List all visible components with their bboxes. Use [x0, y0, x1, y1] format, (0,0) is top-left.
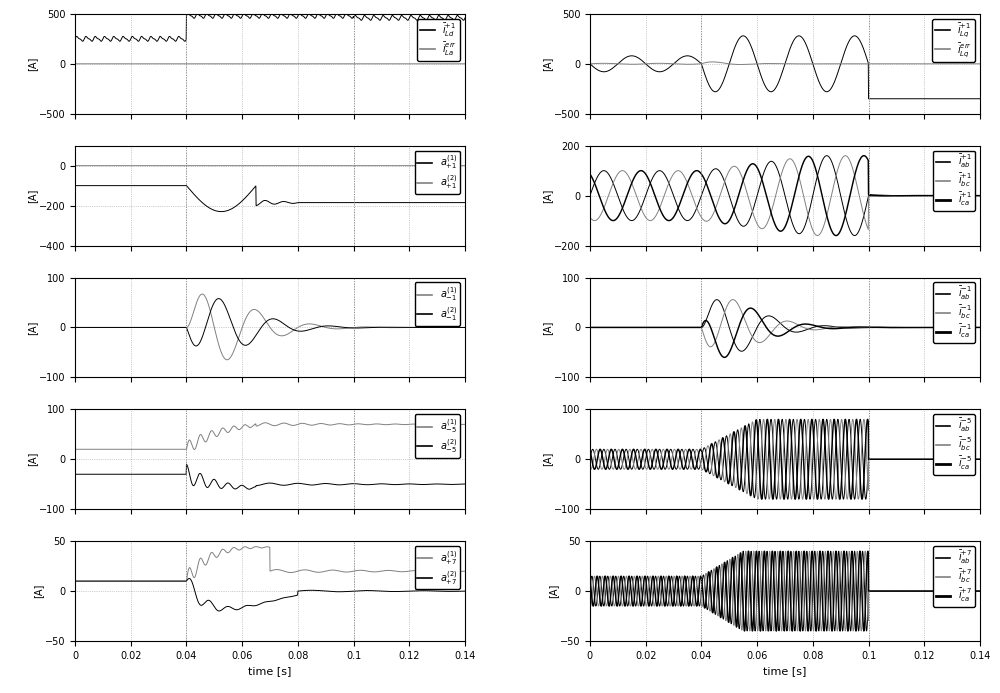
Y-axis label: [A]: [A] [548, 584, 558, 598]
Legend: $\bar{i}_{ab}^{-1}$, $\bar{i}_{bc}^{-1}$, $\bar{i}_{ca}^{-1}$: $\bar{i}_{ab}^{-1}$, $\bar{i}_{bc}^{-1}$… [933, 282, 975, 343]
Y-axis label: [A]: [A] [542, 320, 552, 335]
X-axis label: time [s]: time [s] [763, 666, 807, 676]
Y-axis label: [A]: [A] [33, 584, 43, 598]
Legend: $\bar{i}_{ab}^{+1}$, $\bar{i}_{bc}^{+1}$, $\bar{i}_{ca}^{+1}$: $\bar{i}_{ab}^{+1}$, $\bar{i}_{bc}^{+1}$… [933, 150, 975, 211]
Y-axis label: [A]: [A] [542, 452, 552, 466]
X-axis label: time [s]: time [s] [248, 666, 292, 676]
Legend: $\bar{i}_{Lq}^{+1}$, $\bar{i}_{Lq}^{err}$: $\bar{i}_{Lq}^{+1}$, $\bar{i}_{Lq}^{err}… [932, 19, 975, 62]
Legend: $\bar{i}_{Ld}^{+1}$, $\bar{i}_{La}^{err}$: $\bar{i}_{Ld}^{+1}$, $\bar{i}_{La}^{err}… [417, 19, 460, 60]
Legend: $a_{-5}^{(1)}$, $a_{-5}^{(2)}$: $a_{-5}^{(1)}$, $a_{-5}^{(2)}$ [415, 414, 460, 457]
Legend: $\bar{i}_{ab}^{-5}$, $\bar{i}_{bc}^{-5}$, $\bar{i}_{ca}^{-5}$: $\bar{i}_{ab}^{-5}$, $\bar{i}_{bc}^{-5}$… [933, 414, 975, 475]
Legend: $\bar{i}_{ab}^{+7}$, $\bar{i}_{bc}^{+7}$, $\bar{i}_{ca}^{+7}$: $\bar{i}_{ab}^{+7}$, $\bar{i}_{bc}^{+7}$… [933, 546, 975, 607]
Y-axis label: [A]: [A] [27, 188, 37, 203]
Y-axis label: [A]: [A] [542, 188, 552, 203]
Y-axis label: [A]: [A] [27, 57, 37, 71]
Y-axis label: [A]: [A] [27, 320, 37, 335]
Legend: $a_{-1}^{(1)}$, $a_{-1}^{(2)}$: $a_{-1}^{(1)}$, $a_{-1}^{(2)}$ [415, 282, 460, 326]
Y-axis label: [A]: [A] [542, 57, 552, 71]
Legend: $a_{+1}^{(1)}$, $a_{+1}^{(2)}$: $a_{+1}^{(1)}$, $a_{+1}^{(2)}$ [415, 150, 460, 194]
Y-axis label: [A]: [A] [27, 452, 37, 466]
Legend: $a_{+7}^{(1)}$, $a_{+7}^{(2)}$: $a_{+7}^{(1)}$, $a_{+7}^{(2)}$ [415, 546, 460, 590]
